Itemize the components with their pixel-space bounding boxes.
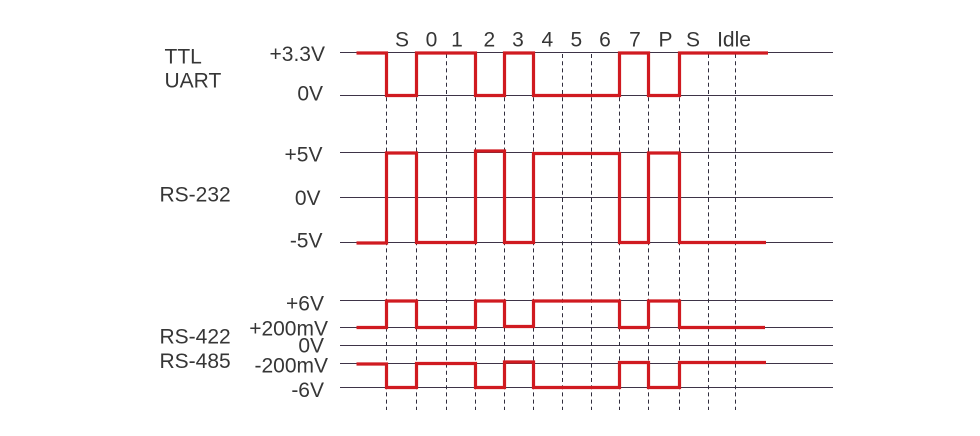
svg-text:+6V: +6V (286, 293, 324, 316)
svg-text:+5V: +5V (285, 144, 323, 167)
svg-text:TTL: TTL (165, 46, 202, 69)
svg-text:0: 0 (426, 29, 438, 52)
svg-text:5: 5 (570, 29, 582, 52)
svg-text:0V: 0V (295, 187, 321, 210)
svg-text:S: S (686, 29, 700, 52)
svg-text:Idle: Idle (717, 29, 751, 52)
svg-text:UART: UART (165, 70, 222, 93)
svg-text:1: 1 (451, 29, 463, 52)
svg-text:0V: 0V (297, 83, 323, 106)
svg-text:6: 6 (599, 29, 611, 52)
svg-text:2: 2 (483, 29, 495, 52)
svg-text:P: P (658, 29, 672, 52)
svg-text:RS-232: RS-232 (160, 184, 231, 207)
svg-text:-5V: -5V (290, 230, 323, 253)
svg-text:0V: 0V (298, 335, 324, 358)
svg-text:+200mV: +200mV (249, 318, 328, 341)
svg-text:RS-485: RS-485 (160, 350, 231, 373)
svg-text:-200mV: -200mV (254, 355, 328, 378)
svg-text:7: 7 (629, 29, 641, 52)
svg-text:4: 4 (541, 29, 553, 52)
svg-text:-6V: -6V (291, 379, 324, 402)
svg-text:3: 3 (512, 29, 524, 52)
svg-text:+3.3V: +3.3V (270, 43, 325, 66)
svg-text:S: S (395, 29, 409, 52)
svg-text:RS-422: RS-422 (160, 326, 231, 349)
